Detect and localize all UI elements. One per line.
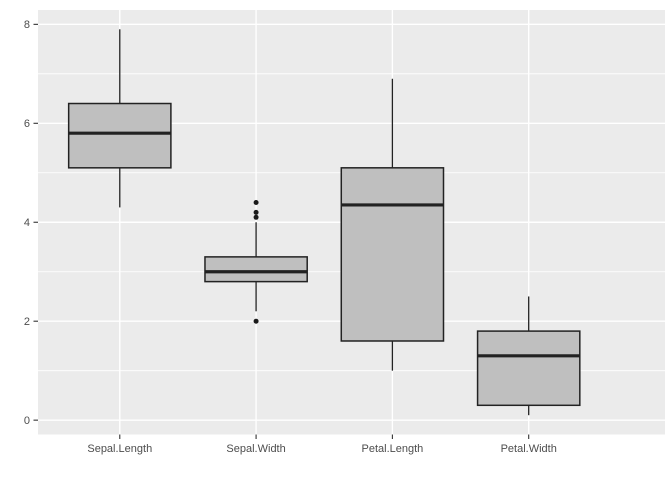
box-Petal.Length [340,167,445,342]
box-Petal.Width [476,330,581,407]
y-tick-label: 0 [24,415,30,427]
outlier-point [253,214,259,220]
outlier-point [253,318,259,324]
outlier-point [253,199,259,205]
x-tick-label: Petal.Length [362,443,424,455]
y-tick-label: 4 [24,217,30,229]
box-Sepal.Width [204,256,308,283]
box-Sepal.Length [67,102,172,169]
outlier-point [253,209,259,215]
x-tick-label: Sepal.Length [87,443,152,455]
y-tick-label: 2 [24,316,30,328]
y-tick-label: 6 [24,118,30,130]
y-tick-label: 8 [24,19,30,31]
x-tick-label: Sepal.Width [226,443,285,455]
x-tick-label: Petal.Width [501,443,557,455]
